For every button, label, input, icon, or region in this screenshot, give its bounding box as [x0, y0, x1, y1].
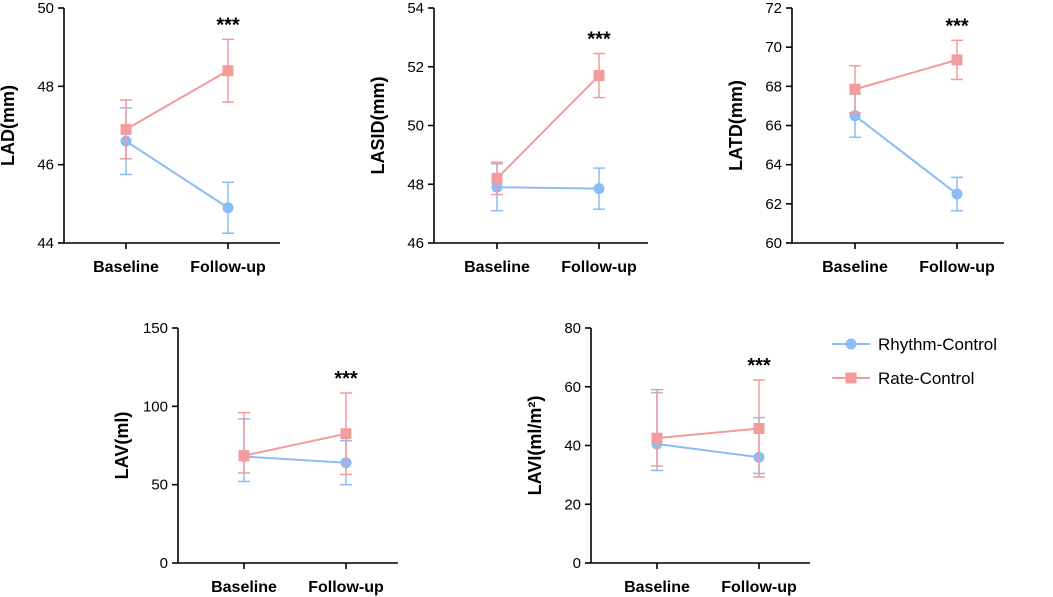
significance-label: ***: [334, 368, 358, 390]
y-tick-label: 50: [407, 118, 424, 135]
x-tick-label: Baseline: [211, 579, 277, 596]
y-tick-label: 40: [564, 438, 581, 455]
y-tick-label: 60: [564, 379, 581, 396]
data-point: [849, 83, 861, 95]
chart-panel-5: 0 20 40 60 80 Baseline Follow-up LAVI(ml/m²) ***: [525, 320, 810, 596]
y-tick-label: 48: [407, 176, 424, 193]
data-point: [120, 123, 132, 135]
y-tick-label: 66: [765, 118, 782, 135]
data-point: [753, 422, 765, 434]
x-tick-label: Follow-up: [561, 259, 637, 276]
y-axis-title: LATD(mm): [726, 80, 746, 171]
data-point: [491, 172, 503, 184]
y-tick-label: 46: [37, 157, 54, 174]
significance-label: ***: [945, 15, 969, 37]
legend-rate-marker: [845, 372, 857, 384]
y-tick-label: 20: [564, 496, 581, 513]
x-tick-label: Follow-up: [190, 259, 266, 276]
chart-panel-1: 44 46 48 50 Baseline Follow-up LAD(mm) ***: [0, 0, 280, 276]
legend-rate-label: Rate-Control: [878, 369, 974, 388]
series-line: [496, 186, 600, 190]
y-tick-label: 48: [37, 78, 54, 95]
y-tick-label: 50: [151, 477, 168, 494]
series-rate-control: [849, 39, 963, 114]
series-line: [496, 74, 600, 180]
legend-rhythm-marker: [845, 338, 857, 350]
chart-panel-2: 46 48 50 52 54 Baseline Follow-up LASID(mm) ***: [368, 0, 648, 276]
y-tick-label: 62: [765, 196, 782, 213]
series-rate-control: [238, 392, 352, 476]
data-point: [951, 188, 963, 200]
y-axis-title: LAD(mm): [0, 85, 18, 166]
data-point: [951, 54, 963, 66]
series-line: [125, 69, 229, 131]
x-tick-label: Baseline: [822, 259, 888, 276]
y-axis-title: LASID(mm): [368, 76, 388, 174]
chart-panel-3: 60 62 64 66 68 70 72 Baseline Follow-up LATD(mm) *…: [726, 0, 1004, 276]
series-line: [125, 140, 229, 209]
data-point: [222, 65, 234, 77]
y-tick-label: 46: [407, 235, 424, 252]
series-line: [656, 443, 760, 459]
series-rhythm-control: [849, 93, 963, 212]
significance-label: ***: [587, 29, 611, 51]
y-tick-label: 0: [573, 555, 581, 572]
y-tick-label: 64: [765, 157, 782, 174]
y-tick-label: 60: [765, 235, 782, 252]
chart-panel-4: 0 50 100 150 Baseline Follow-up LAV(ml) ***: [112, 320, 398, 596]
y-tick-label: 80: [564, 320, 581, 337]
series-line: [243, 455, 347, 464]
data-point: [340, 428, 352, 440]
x-tick-label: Baseline: [93, 259, 159, 276]
data-point: [651, 432, 663, 444]
y-tick-label: 68: [765, 78, 782, 95]
y-tick-label: 44: [37, 235, 54, 252]
y-tick-label: 100: [143, 398, 168, 415]
series-line: [656, 427, 760, 440]
y-tick-label: 54: [407, 0, 424, 17]
series-line: [854, 58, 958, 91]
x-tick-label: Follow-up: [721, 579, 797, 596]
y-tick-label: 50: [37, 0, 54, 17]
y-tick-label: 70: [765, 39, 782, 56]
series-rhythm-control: [651, 388, 765, 475]
series-rhythm-control: [238, 418, 352, 486]
y-tick-label: 52: [407, 59, 424, 76]
y-axis-title: LAV(ml): [112, 412, 132, 480]
y-tick-label: 150: [143, 320, 168, 337]
series-line: [243, 432, 347, 457]
x-tick-label: Follow-up: [308, 579, 384, 596]
legend: Rhythm-Control Rate-Control: [832, 335, 997, 388]
y-axis-title: LAVI(ml/m²): [525, 396, 545, 496]
data-point: [593, 183, 605, 195]
data-point: [222, 202, 234, 214]
x-tick-label: Follow-up: [919, 259, 995, 276]
series-rate-control: [491, 52, 605, 196]
legend-rhythm-label: Rhythm-Control: [878, 335, 997, 354]
series-rate-control: [651, 379, 765, 478]
series-rate-control: [120, 38, 234, 160]
significance-label: ***: [747, 355, 771, 377]
x-tick-label: Baseline: [464, 259, 530, 276]
data-point: [593, 70, 605, 82]
series-line: [854, 114, 958, 195]
significance-label: ***: [216, 14, 240, 36]
x-tick-label: Baseline: [624, 579, 690, 596]
series-rhythm-control: [491, 162, 605, 212]
y-tick-label: 0: [160, 555, 168, 572]
series-rhythm-control: [120, 107, 234, 234]
data-point: [238, 450, 250, 462]
y-tick-label: 72: [765, 0, 782, 17]
